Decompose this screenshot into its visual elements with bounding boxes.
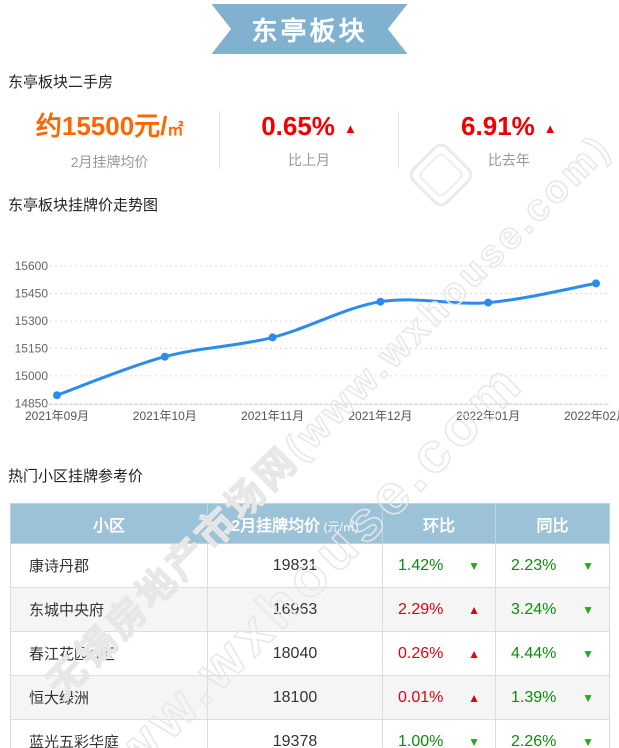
community-price: 19378 [207, 719, 383, 748]
trend-arrow-icon: ▼ [582, 734, 594, 748]
stat-mom-value: 0.65% ▲ [261, 111, 357, 141]
table-header-row: 小区 2月挂牌均价 (元/㎡) 环比 同比 [10, 503, 610, 544]
community-name: 东城中央府 [10, 587, 208, 632]
up-arrow-icon: ▲ [543, 121, 557, 136]
section-title-trend: 东亭板块挂牌价走势图 [8, 197, 159, 214]
trend-arrow-icon: ▼ [468, 558, 480, 573]
community-mom: 0.01% ▲ [382, 675, 496, 720]
col-header-yoy: 同比 [495, 503, 610, 544]
community-yoy: 2.23% ▼ [495, 543, 610, 588]
stats-row: 约15500元/㎡ 2月挂牌均价 0.65% ▲ 比上月 6.91% ▲ 比去年 [0, 111, 619, 170]
svg-text:15150: 15150 [15, 341, 49, 355]
stat-yoy-value: 6.91% ▲ [461, 111, 557, 141]
community-price: 18100 [207, 675, 383, 720]
table-row: 康诗丹郡 19831 1.42% ▼ 2.23% ▼ [10, 543, 610, 588]
hot-communities-table-wrap: 小区 2月挂牌均价 (元/㎡) 环比 同比 康诗丹郡 19831 1.42% ▼ … [10, 503, 610, 748]
area-banner-title: 东亭板块 [251, 15, 368, 46]
stat-average-price-value: 约15500元/㎡ [35, 111, 184, 141]
community-name: 春江花园C区 [10, 631, 208, 676]
trend-line-chart-svg: 14850 15000 15150 15300 15450 15600 2021年09月 20… [15, 259, 619, 423]
svg-text:2022年01月: 2022年01月 [456, 409, 520, 423]
community-yoy: 3.24% ▼ [495, 587, 610, 632]
svg-text:15450: 15450 [15, 287, 49, 301]
table-row: 东城中央府 16963 2.29% ▲ 3.24% ▼ [10, 587, 610, 632]
section-title-secondhand: 东亭板块二手房 [8, 74, 114, 91]
table-row: 蓝光五彩华庭 19378 1.00% ▼ 2.26% ▼ [10, 719, 610, 748]
trend-arrow-icon: ▼ [582, 690, 594, 705]
community-price: 18040 [207, 631, 383, 676]
svg-text:15600: 15600 [15, 259, 49, 273]
community-mom: 1.42% ▼ [382, 543, 496, 588]
trend-arrow-icon: ▼ [468, 734, 480, 748]
community-yoy: 2.26% ▼ [495, 719, 610, 748]
trend-arrow-icon: ▲ [468, 602, 480, 617]
community-name: 恒大绿洲 [10, 675, 208, 720]
svg-text:15300: 15300 [15, 314, 49, 328]
trend-arrow-icon: ▼ [582, 602, 594, 617]
community-price: 16963 [207, 587, 383, 632]
section-title-hot-communities: 热门小区挂牌参考价 [8, 468, 144, 485]
community-name: 蓝光五彩华庭 [10, 719, 208, 748]
col-header-mom: 环比 [382, 503, 496, 544]
col-header-community: 小区 [10, 503, 208, 544]
stat-yoy-label: 比去年 [487, 152, 530, 168]
community-mom: 0.26% ▲ [382, 631, 496, 676]
up-arrow-icon: ▲ [343, 121, 357, 136]
community-price: 19831 [207, 543, 383, 588]
stat-mom-label: 比上月 [288, 152, 330, 168]
area-banner: 东亭板块 [211, 4, 408, 54]
community-name: 康诗丹郡 [10, 543, 208, 588]
trend-arrow-icon: ▲ [468, 646, 480, 661]
stat-average-price-label: 2月挂牌均价 [70, 154, 149, 170]
community-mom: 1.00% ▼ [382, 719, 496, 748]
trend-arrow-icon: ▲ [468, 690, 480, 705]
table-row: 恒大绿洲 18100 0.01% ▲ 1.39% ▼ [10, 675, 610, 720]
col-header-price: 2月挂牌均价 (元/㎡) [207, 503, 383, 544]
trend-arrow-icon: ▼ [582, 558, 594, 573]
community-yoy: 1.39% ▼ [495, 675, 610, 720]
community-yoy: 4.44% ▼ [495, 631, 610, 676]
stat-month-over-month: 0.65% ▲ 比上月 [219, 111, 397, 169]
hot-communities-table: 小区 2月挂牌均价 (元/㎡) 环比 同比 康诗丹郡 19831 1.42% ▼ … [10, 503, 610, 748]
trend-arrow-icon: ▼ [582, 646, 594, 661]
stat-average-price: 约15500元/㎡ 2月挂牌均价 [0, 111, 219, 170]
svg-text:14850: 14850 [15, 396, 49, 410]
svg-text:2021年09月: 2021年09月 [25, 409, 89, 423]
price-trend-chart: 14850 15000 15150 15300 15450 15600 2021年09月 20… [0, 237, 619, 432]
svg-text:2022年02月: 2022年02月 [564, 409, 619, 423]
svg-text:15000: 15000 [15, 369, 49, 383]
svg-text:2021年10月: 2021年10月 [133, 409, 197, 423]
svg-text:2021年11月: 2021年11月 [241, 409, 304, 423]
stat-year-over-year: 6.91% ▲ 比去年 [397, 111, 619, 169]
table-row: 春江花园C区 18040 0.26% ▲ 4.44% ▼ [10, 631, 610, 676]
svg-text:2021年12月: 2021年12月 [348, 409, 412, 423]
community-mom: 2.29% ▲ [382, 587, 496, 632]
